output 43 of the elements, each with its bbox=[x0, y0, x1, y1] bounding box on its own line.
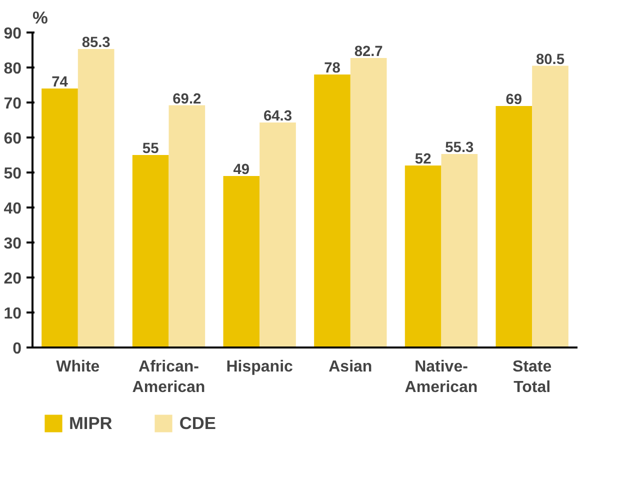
data-label: 78 bbox=[324, 60, 340, 76]
data-label: 52 bbox=[414, 152, 432, 168]
bar bbox=[350, 58, 387, 348]
y-tick-label: 10 bbox=[4, 306, 22, 322]
data-label: 69 bbox=[506, 92, 522, 108]
x-tick-label: Native-American bbox=[404, 358, 478, 396]
bar bbox=[168, 105, 206, 348]
bar bbox=[260, 122, 296, 348]
x-tick-label: Hispanic bbox=[226, 358, 294, 376]
x-tick-label: State Total bbox=[512, 358, 552, 396]
y-tick-label: 50 bbox=[4, 166, 22, 182]
y-tick-label: 40 bbox=[4, 200, 22, 218]
data-label: 74 bbox=[52, 74, 69, 90]
bar bbox=[496, 106, 532, 348]
bar bbox=[223, 176, 260, 348]
y-tick-label: 90 bbox=[4, 26, 22, 42]
legend-label: CDE bbox=[179, 412, 216, 434]
bar bbox=[441, 154, 478, 348]
y-tick-label: 70 bbox=[4, 96, 22, 112]
y-tick-label: 30 bbox=[4, 236, 22, 252]
y-axis-title: % bbox=[32, 8, 48, 28]
bar bbox=[132, 155, 169, 348]
data-label: 55 bbox=[142, 141, 159, 157]
x-tick-label: White bbox=[56, 358, 100, 376]
y-tick-label: 80 bbox=[4, 60, 22, 78]
data-label: 49 bbox=[233, 162, 250, 178]
bar bbox=[404, 166, 442, 348]
data-label: 85.3 bbox=[82, 34, 110, 51]
data-label: 69.2 bbox=[172, 91, 202, 108]
x-tick-label: Asian bbox=[328, 358, 372, 376]
data-label: 82.7 bbox=[354, 44, 383, 60]
bar bbox=[42, 88, 78, 348]
x-tick-label: African-American bbox=[132, 358, 206, 396]
data-label: 64.3 bbox=[263, 108, 292, 124]
legend-label: MIPR bbox=[69, 412, 112, 434]
y-tick-label: 60 bbox=[4, 130, 22, 148]
bar bbox=[532, 66, 568, 348]
y-tick-label: 20 bbox=[4, 270, 22, 288]
y-tick-label: 0 bbox=[12, 340, 22, 358]
data-label: 80.5 bbox=[536, 52, 565, 68]
bar bbox=[78, 48, 114, 348]
data-label: 55.3 bbox=[445, 140, 474, 156]
bar bbox=[314, 74, 350, 348]
